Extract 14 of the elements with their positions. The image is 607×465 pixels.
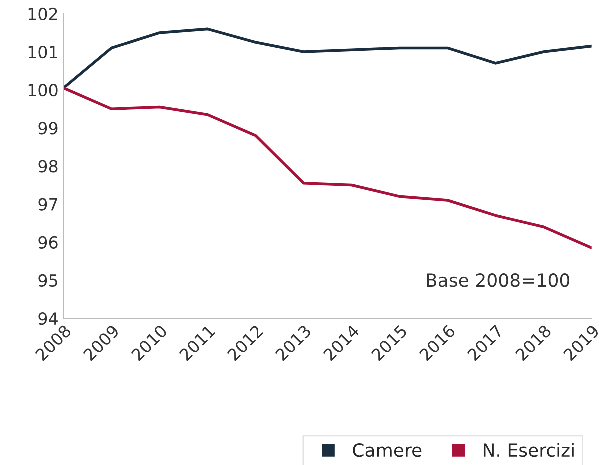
y-tick-label: 98 (38, 160, 58, 173)
y-tick-label: 100 (28, 84, 58, 97)
line-series (64, 86, 592, 250)
line-series (64, 28, 592, 90)
y-tick-label: 99 (38, 122, 58, 135)
y-tick-label: 94 (38, 312, 58, 326)
annotation: Base 2008=100 (427, 274, 570, 288)
y-tick-label: 96 (38, 236, 58, 249)
y-tick-label: 97 (38, 198, 58, 211)
y-tick-label: 95 (38, 274, 58, 288)
legend-label: Camere (353, 444, 422, 458)
legend-label: N. Esercizi (484, 443, 574, 458)
y-tick-label: 101 (28, 46, 58, 59)
y-tick-label: 102 (28, 8, 58, 21)
